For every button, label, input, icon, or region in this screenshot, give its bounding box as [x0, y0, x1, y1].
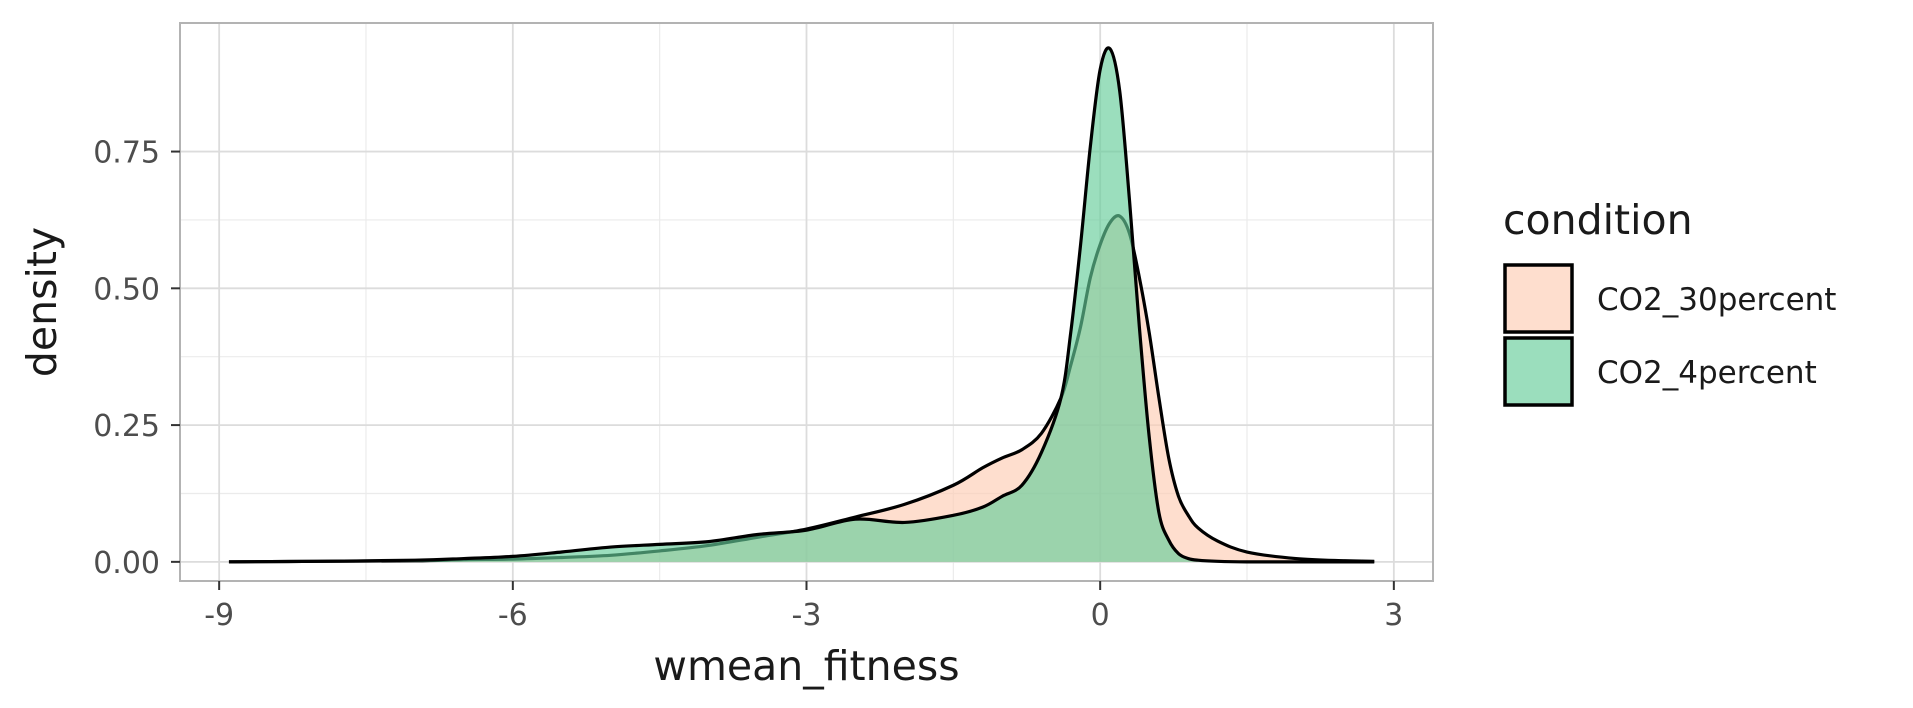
legend-label-CO2_4percent: CO2_4percent — [1597, 355, 1817, 391]
y-tick-label: 0.75 — [93, 136, 160, 171]
density-line-CO2_4percent — [228, 46, 1375, 564]
density-area-CO2_4percent — [228, 47, 1375, 562]
density-areas — [228, 46, 1375, 564]
legend-items: CO2_30percent CO2_4percent — [1503, 263, 1836, 407]
y-tick-label: 0.00 — [93, 546, 160, 581]
density-area-CO2_30percent — [228, 215, 1375, 562]
x-tick-label: -6 — [498, 598, 528, 633]
x-tick-label: -9 — [204, 598, 234, 633]
y-axis-title: density — [18, 227, 66, 377]
y-tick-label: 0.25 — [93, 409, 160, 444]
y-tick-label: 0.50 — [93, 272, 160, 307]
density-line-CO2_30percent — [228, 214, 1375, 564]
grid-lines — [180, 23, 1433, 581]
x-axis-title: wmean_fitness — [653, 642, 959, 690]
legend: condition CO2_30percent CO2_4percent — [1503, 196, 1836, 407]
legend-label-CO2_30percent: CO2_30percent — [1597, 282, 1836, 318]
legend-key-CO2_4percent — [1503, 336, 1574, 407]
x-tick-label: -3 — [792, 598, 822, 633]
legend-title: condition — [1503, 196, 1693, 244]
axis-ticks: -9 -6 -3 0 3 0.00 0.25 0.50 0.75 — [93, 136, 1403, 633]
x-tick-label: 0 — [1091, 598, 1110, 633]
legend-key-CO2_30percent — [1503, 263, 1574, 334]
x-tick-label: 3 — [1384, 598, 1403, 633]
